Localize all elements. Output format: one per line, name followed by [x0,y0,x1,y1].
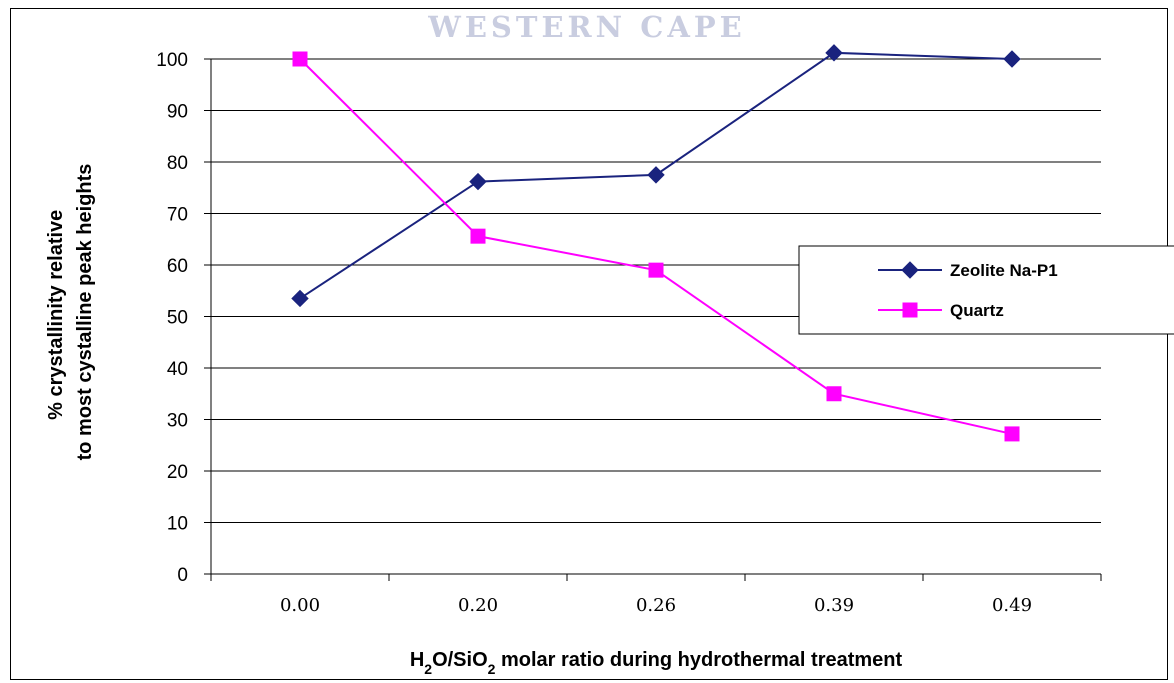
y-axis-label: % crystallinity relative to most cystall… [45,164,96,461]
y-axis-label-line-2: to most cystalline peak heights [74,164,96,461]
x-tick-label-1: 0.20 [458,595,498,616]
legend-label-1: Quartz [950,301,1004,320]
y-tick-label-50: 50 [167,308,188,329]
x-tick-label-0: 0.00 [280,595,320,616]
y-tick-label-70: 70 [167,205,188,226]
y-tick-label-80: 80 [167,153,188,174]
y-tick-label-10: 10 [167,514,188,535]
axes: 0 10 20 30 40 50 60 70 80 90 100 0.00 0.20 0.26 0.39 0.… [156,50,1102,616]
watermark: WESTERN CAPE [428,10,746,44]
legend: Zeolite Na-P1 Quartz [798,245,1174,335]
y-tick-label-20: 20 [167,462,188,483]
data-point-0-0 [291,289,309,308]
series-1 [292,51,1020,442]
y-tick-label-90: 90 [167,102,188,123]
x-axis-label-part-4: molar ratio during hydrothermal treatmen… [495,649,902,671]
data-point-1-4 [1004,426,1020,442]
x-axis-label-part-0: H [410,649,424,671]
series [291,44,1021,442]
data-point-1-3 [826,386,842,402]
data-point-0-3 [825,44,843,62]
legend-marker-1 [902,302,918,318]
y-tick-label-0: 0 [177,565,188,586]
data-point-0-2 [647,166,665,184]
data-point-1-2 [648,262,664,278]
legend-marker-0 [901,261,919,279]
series-0 [291,44,1021,308]
data-point-1-0 [292,51,308,67]
x-axis-label-part-1: 2 [424,661,432,677]
y-axis-label-line-1: % crystallinity relative [45,210,67,420]
legend-label-0: Zeolite Na-P1 [950,261,1058,280]
x-axis-label-part-2: O/SiO [432,649,488,671]
x-tick-label-4: 0.49 [992,595,1032,616]
y-tick-label-40: 40 [167,359,188,380]
legend-box [798,245,1174,335]
y-tick-label-100: 100 [156,50,188,71]
y-tick-label-30: 30 [167,411,188,432]
x-tick-label-3: 0.39 [814,595,854,616]
x-tick-label-2: 0.26 [636,595,676,616]
data-point-0-1 [469,172,487,191]
y-tick-label-60: 60 [167,256,188,277]
chart-frame [10,8,1168,680]
x-axis-label-part-3: 2 [488,661,496,677]
data-point-0-4 [1003,50,1021,68]
x-axis-label: H2O/SiO2 molar ratio during hydrothermal… [410,649,903,677]
data-point-1-1 [470,228,486,244]
